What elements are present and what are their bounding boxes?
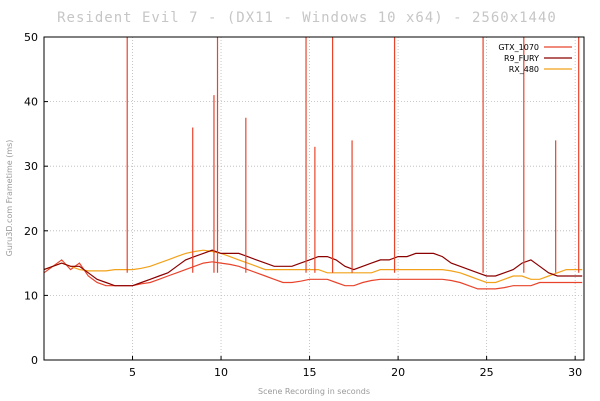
x-tick-label: 15 [303, 366, 317, 379]
legend: GTX_1070 R9_FURY RX_480 [498, 43, 572, 74]
x-tick-label: 20 [391, 366, 405, 379]
series-line-r9-fury [43, 249, 583, 287]
y-tick-label: 0 [31, 354, 38, 367]
y-tick-label: 10 [24, 289, 38, 302]
x-tick-label: 25 [480, 366, 494, 379]
legend-label: RX_480 [509, 65, 539, 74]
x-axis-label: Scene Recording in seconds [258, 387, 370, 396]
y-tick-label: 50 [24, 31, 38, 44]
y-tick-label: 40 [24, 96, 38, 109]
legend-label: R9_FURY [504, 54, 539, 63]
x-axis-ticks: 5 10 15 20 25 30 [129, 356, 582, 379]
legend-label: GTX_1070 [498, 43, 539, 52]
series-lines [43, 37, 583, 290]
chart-title: Resident Evil 7 - (DX11 - Windows 10 x64… [57, 10, 557, 26]
y-axis-label: Guru3D.com Frametime (ms) [5, 140, 14, 257]
y-axis-ticks: 0 10 20 30 40 50 [24, 31, 48, 367]
x-tick-label: 5 [129, 366, 136, 379]
x-tick-label: 30 [568, 366, 582, 379]
x-tick-label: 10 [214, 366, 228, 379]
grid [44, 37, 584, 360]
series-line-rx-480 [43, 249, 583, 284]
y-tick-label: 20 [24, 225, 38, 238]
y-tick-label: 30 [24, 160, 38, 173]
plot-frame [43, 36, 585, 361]
